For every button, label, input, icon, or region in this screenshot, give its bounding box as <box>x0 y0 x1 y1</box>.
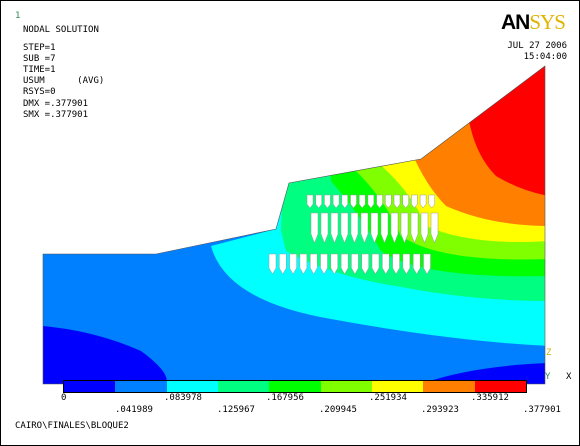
gallery-hole <box>315 194 322 209</box>
triad-x-label: X <box>566 372 572 382</box>
gallery-hole <box>351 253 359 275</box>
legend-swatch-4 <box>217 381 270 392</box>
gallery-hole <box>306 194 314 209</box>
triad-y-label: Y <box>545 372 551 382</box>
date-time-stamp: JUL 27 2006 15:04:00 <box>501 41 567 63</box>
gallery-hole <box>279 253 287 275</box>
gallery-hole <box>376 194 383 209</box>
legend-label-bottom-3: .209945 <box>319 405 357 415</box>
legend-swatch-6 <box>320 381 372 392</box>
legend-label-bottom-1: .041989 <box>115 405 153 415</box>
gallery-hole <box>268 253 277 275</box>
triad-z-label: Z <box>546 348 552 358</box>
gallery-hole <box>402 194 409 209</box>
gallery-hole <box>385 194 392 209</box>
window-number: 1 <box>15 11 21 21</box>
legend-swatch-9 <box>474 381 526 392</box>
legend-label-top-1: 0 <box>61 393 67 403</box>
gallery-hole <box>428 194 436 209</box>
legend-swatch-5 <box>269 381 321 392</box>
gallery-hole <box>332 194 340 209</box>
gallery-holes <box>268 194 439 275</box>
header-line-sub: SUB =7 <box>23 54 56 64</box>
gallery-hole <box>402 253 411 275</box>
legend-swatch-2 <box>115 381 167 392</box>
gallery-hole <box>423 253 431 275</box>
legend-label-top-4: .251934 <box>369 393 407 403</box>
legend-swatch-8 <box>423 381 475 392</box>
gallery-hole <box>390 212 399 244</box>
gallery-hole <box>330 212 339 244</box>
legend-label-top-2: .083978 <box>164 393 202 403</box>
gallery-hole <box>380 212 389 244</box>
legend-label-bottom-2: .125967 <box>217 405 255 415</box>
legend-swatch-3 <box>166 381 218 392</box>
gallery-hole <box>350 212 359 244</box>
time-label: 15:04:00 <box>523 52 567 62</box>
header-line-time: TIME=1 <box>23 65 56 75</box>
gallery-hole <box>330 253 339 275</box>
gallery-hole <box>393 194 401 209</box>
gallery-hole <box>382 253 390 275</box>
header-line-usum: USUM (AVG) <box>23 76 105 86</box>
header-line-step: STEP=1 <box>23 43 56 53</box>
gallery-hole <box>320 212 329 244</box>
gallery-hole <box>419 194 427 209</box>
gallery-hole <box>309 253 318 275</box>
legend-swatch-7 <box>371 381 424 392</box>
header-line-dmx: DMX =.377901 <box>23 99 89 109</box>
contour-legend-bar <box>63 380 527 393</box>
gallery-hole <box>370 212 379 244</box>
band-1-left <box>43 326 167 384</box>
date-label: JUL 27 2006 <box>507 41 567 51</box>
legend-label-bottom-4: .293923 <box>421 405 459 415</box>
gallery-hole <box>420 212 429 244</box>
legend-swatch-1 <box>64 381 116 392</box>
gallery-hole <box>341 194 349 209</box>
gallery-hole <box>371 253 380 275</box>
gallery-hole <box>367 194 375 209</box>
legend-label-top-5: .335912 <box>471 393 509 403</box>
gallery-hole <box>340 212 349 244</box>
gallery-hole <box>358 194 366 209</box>
ansys-logo: ANSYS <box>501 10 566 34</box>
gallery-hole <box>410 212 419 244</box>
gallery-hole <box>320 253 328 275</box>
gallery-hole <box>324 194 331 209</box>
gallery-hole <box>412 253 421 275</box>
gallery-hole <box>299 253 308 275</box>
legend-label-top-3: .167956 <box>266 393 304 403</box>
gallery-hole <box>289 253 297 275</box>
gallery-hole <box>392 253 400 275</box>
gallery-hole <box>340 253 349 275</box>
gallery-hole <box>310 212 319 244</box>
gallery-hole <box>411 194 418 209</box>
gallery-hole <box>361 253 369 275</box>
legend-label-bottom-5: .377901 <box>523 405 561 415</box>
gallery-hole <box>350 194 357 209</box>
file-path: CAIRO\FINALES\BLOQUE2 <box>15 421 129 431</box>
plot-title: NODAL SOLUTION <box>23 25 99 35</box>
band-1-right <box>421 363 545 384</box>
gallery-hole <box>360 212 369 244</box>
header-line-smx: SMX =.377901 <box>23 110 89 120</box>
gallery-hole <box>430 212 439 244</box>
header-line-rsys: RSYS=0 <box>23 87 56 97</box>
gallery-hole <box>400 212 409 244</box>
